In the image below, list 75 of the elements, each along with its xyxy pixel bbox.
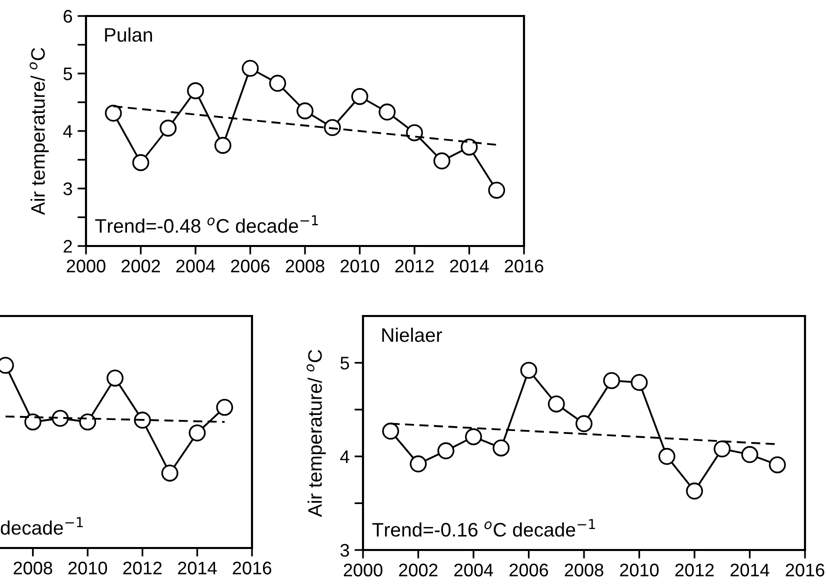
y-tick-label: 4	[63, 125, 72, 138]
point	[216, 398, 234, 416]
x-tick-label: 2008	[14, 562, 52, 574]
x-tick-label: 2004	[454, 564, 494, 576]
point	[630, 374, 648, 391]
x-tick-label: 2012	[395, 260, 434, 272]
x-tick-label: 2006	[510, 564, 548, 576]
point	[465, 428, 482, 446]
y-tick-label: 3	[340, 544, 350, 557]
x-tick-label: 2008	[286, 260, 324, 272]
point	[378, 104, 396, 120]
annotation: Nielaer	[382, 328, 442, 342]
point	[492, 440, 510, 456]
point	[161, 464, 178, 482]
point	[296, 102, 314, 120]
point	[134, 412, 151, 429]
x-tick-label: 2016	[504, 260, 544, 272]
annotation: Trend=-0.48 $^{o}$C decade$^{−1}$	[95, 215, 318, 233]
x-tick-label: 2000	[344, 564, 382, 576]
point	[351, 88, 368, 105]
point	[188, 424, 206, 442]
x-tick-label: 2010	[340, 260, 380, 272]
x-tick-label: 2010	[620, 564, 659, 576]
x-tick-label: 2014	[730, 564, 770, 576]
point	[460, 138, 478, 156]
x-tick-label: 2012	[123, 562, 162, 574]
point	[52, 410, 69, 427]
x-tick-label: 2006	[231, 260, 270, 272]
y-tick-label: 2	[64, 240, 72, 253]
point	[24, 413, 42, 430]
point	[714, 440, 731, 458]
point	[187, 82, 204, 100]
point	[768, 456, 786, 474]
x-tick-label: 2014	[450, 260, 489, 272]
point	[686, 482, 703, 500]
y-tick-label: 5	[63, 68, 72, 80]
x-tick-label: 2016	[786, 564, 824, 576]
point	[242, 60, 259, 77]
annotation: Trend=-0.16 $^{o}$C decade$^{−1}$	[372, 519, 595, 537]
x-tick-label: 2016	[232, 562, 272, 574]
x-tick-label: 2002	[399, 564, 438, 576]
y-tick-label: 4	[340, 450, 350, 463]
x-tick-label: 2002	[122, 260, 160, 272]
point	[132, 154, 150, 172]
x-tick-label: 2012	[675, 564, 714, 576]
point	[576, 415, 592, 432]
y-tick-label: 6	[64, 10, 72, 23]
y-axis-title: Air temperature/ $^{o}$C	[30, 48, 49, 215]
point	[741, 446, 758, 463]
y-tick-label: 5	[340, 356, 350, 370]
x-tick-label: 2010	[68, 562, 108, 574]
point	[324, 119, 341, 136]
x-tick-label: 2014	[178, 562, 217, 574]
point	[548, 396, 565, 412]
point	[433, 152, 450, 170]
point	[269, 74, 286, 92]
annotation: decade$^{−1}$	[0, 517, 83, 535]
y-tick-label: 3	[63, 182, 72, 196]
point	[437, 442, 454, 460]
annotation: Pulan	[105, 28, 152, 42]
point	[214, 136, 232, 154]
point	[106, 370, 124, 387]
point	[410, 455, 427, 472]
point	[520, 362, 538, 379]
x-tick-label: 2004	[176, 260, 216, 272]
y-axis-title: Air temperature/ $^{o}$C	[306, 350, 326, 517]
point	[406, 124, 423, 142]
point	[603, 372, 620, 390]
point	[382, 422, 400, 440]
point	[104, 104, 122, 122]
point	[488, 182, 506, 199]
x-tick-label: 2008	[564, 564, 604, 576]
point	[160, 120, 177, 137]
point	[658, 448, 676, 465]
x-tick-label: 2000	[66, 260, 106, 272]
